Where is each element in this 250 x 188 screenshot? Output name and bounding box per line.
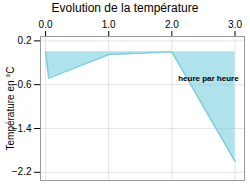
svg-text:heure par heure: heure par heure (178, 74, 239, 83)
html-text:Evolution de la température: Evolution de la température (51, 1, 199, 15)
svg-text:−1.4: −1.4 (11, 122, 32, 134)
svg-text:0.0: 0.0 (39, 19, 53, 30)
svg-text:2.0: 2.0 (165, 19, 179, 30)
svg-text:−2.2: −2.2 (12, 166, 32, 177)
svg-text:Température en °C: Température en °C (5, 66, 16, 150)
svg-text:3.0: 3.0 (228, 19, 242, 30)
svg-text:1.0: 1.0 (102, 19, 116, 30)
svg-text:−0.6: −0.6 (11, 78, 32, 90)
svg-text:0.2: 0.2 (18, 35, 32, 46)
